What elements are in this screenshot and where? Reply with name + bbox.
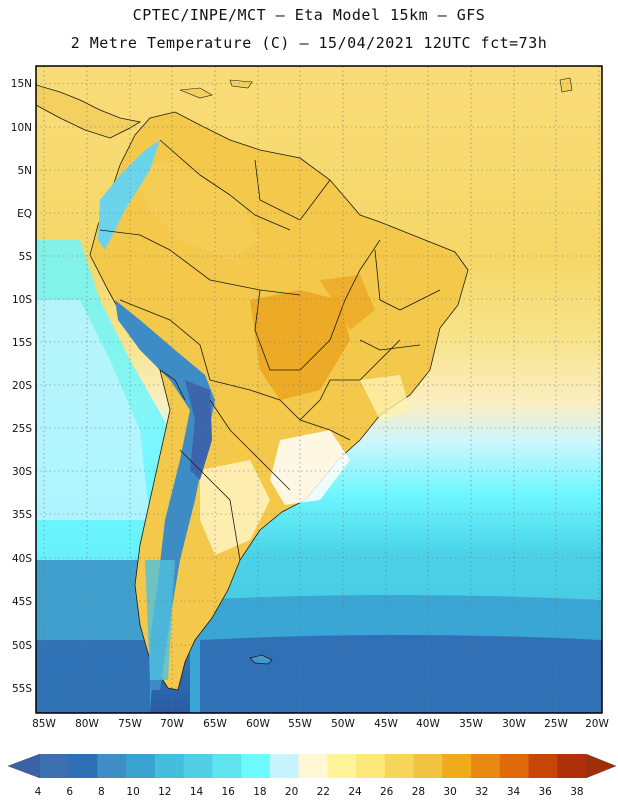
lon-label: 35W — [459, 718, 483, 730]
colorbar-swatch — [557, 754, 587, 778]
colorbar-tick-label: 6 — [66, 786, 73, 798]
lat-label: 40S — [12, 553, 32, 565]
lat-label: EQ — [17, 208, 32, 220]
colorbar-swatches — [40, 754, 587, 778]
colorbar-swatch — [298, 754, 328, 778]
colorbar-swatch — [154, 754, 185, 778]
lon-label: 25W — [544, 718, 568, 730]
colorbar-low-arrow — [7, 753, 41, 779]
colorbar-swatch — [68, 754, 98, 778]
lon-label: 20W — [585, 718, 609, 730]
colorbar-tick-label: 30 — [443, 786, 456, 798]
colorbar-tick-label: 22 — [317, 786, 330, 798]
colorbar-tick-label: 38 — [570, 786, 583, 798]
colorbar-ticks: 4 6 8 10 12 14 16 18 20 22 24 26 28 30 32 34 36 38 — [35, 786, 584, 798]
colorbar-tick-label: 16 — [222, 786, 236, 798]
lat-label: 15S — [12, 337, 32, 349]
colorbar-tick-label: 36 — [539, 786, 553, 798]
lat-label: 50S — [12, 640, 32, 652]
colorbar-swatch — [384, 754, 415, 778]
colorbar-tick-label: 8 — [98, 786, 105, 798]
colorbar-high-arrow — [585, 753, 617, 779]
colorbar-swatch — [499, 754, 530, 778]
colorbar: 4 6 8 10 12 14 16 18 20 22 24 26 28 30 32 34 36 38 — [7, 753, 617, 798]
colorbar-swatch — [442, 754, 472, 778]
lon-label: 85W — [32, 718, 56, 730]
lat-label: 35S — [12, 509, 32, 521]
lat-label: 20S — [12, 380, 32, 392]
colorbar-swatch — [97, 754, 127, 778]
colorbar-tick-label: 32 — [475, 786, 488, 798]
colorbar-tick-label: 14 — [190, 786, 204, 798]
colorbar-swatch — [126, 754, 156, 778]
lat-label: 30S — [12, 466, 32, 478]
lat-label: 5S — [19, 251, 33, 263]
colorbar-tick-label: 28 — [412, 786, 425, 798]
lat-label: 55S — [12, 683, 32, 695]
lat-label: 5N — [17, 165, 32, 177]
lat-label: 45S — [12, 596, 32, 608]
colorbar-tick-label: 10 — [126, 786, 139, 798]
colorbar-swatch — [327, 754, 357, 778]
lon-label: 45W — [374, 718, 398, 730]
colorbar-tick-label: 34 — [507, 786, 521, 798]
colorbar-swatch — [269, 754, 300, 778]
lon-label: 70W — [160, 718, 184, 730]
colorbar-swatch — [183, 754, 213, 778]
colorbar-tick-label: 18 — [253, 786, 266, 798]
country-borders — [99, 139, 441, 561]
lon-label: 65W — [203, 718, 227, 730]
colorbar-swatch — [413, 754, 443, 778]
lon-label: 40W — [416, 718, 440, 730]
lat-label: 10S — [12, 294, 32, 306]
colorbar-tick-label: 26 — [380, 786, 394, 798]
lon-label: 80W — [75, 718, 99, 730]
lon-label: 60W — [246, 718, 270, 730]
longitude-axis: 85W 80W 75W 70W 65W 60W 55W 50W 45W 40W … — [32, 718, 609, 730]
lon-label: 50W — [331, 718, 355, 730]
colorbar-swatch — [356, 754, 386, 778]
lat-label: 10N — [11, 122, 32, 134]
colorbar-swatch — [241, 754, 271, 778]
colorbar-swatch — [212, 754, 242, 778]
map-subtitle: 2 Metre Temperature (C) – 15/04/2021 12U… — [70, 34, 548, 52]
map-field — [36, 66, 602, 713]
colorbar-swatch — [528, 754, 558, 778]
colorbar-swatch — [471, 754, 501, 778]
map-frame — [35, 65, 603, 714]
map-title: CPTEC/INPE/MCT – Eta Model 15km – GFS — [132, 6, 486, 24]
lon-label: 55W — [288, 718, 312, 730]
latitude-axis: 15N 10N 5N EQ 5S 10S 15S 20S 25S 30S 35S… — [11, 78, 33, 695]
colorbar-tick-label: 4 — [35, 786, 42, 798]
colorbar-tick-label: 12 — [158, 786, 171, 798]
lon-label: 30W — [502, 718, 526, 730]
colorbar-swatch — [40, 754, 70, 778]
lon-label: 75W — [118, 718, 142, 730]
colorbar-tick-label: 24 — [348, 786, 362, 798]
lat-label: 15N — [11, 78, 32, 90]
lat-label: 25S — [12, 423, 32, 435]
colorbar-tick-label: 20 — [285, 786, 298, 798]
